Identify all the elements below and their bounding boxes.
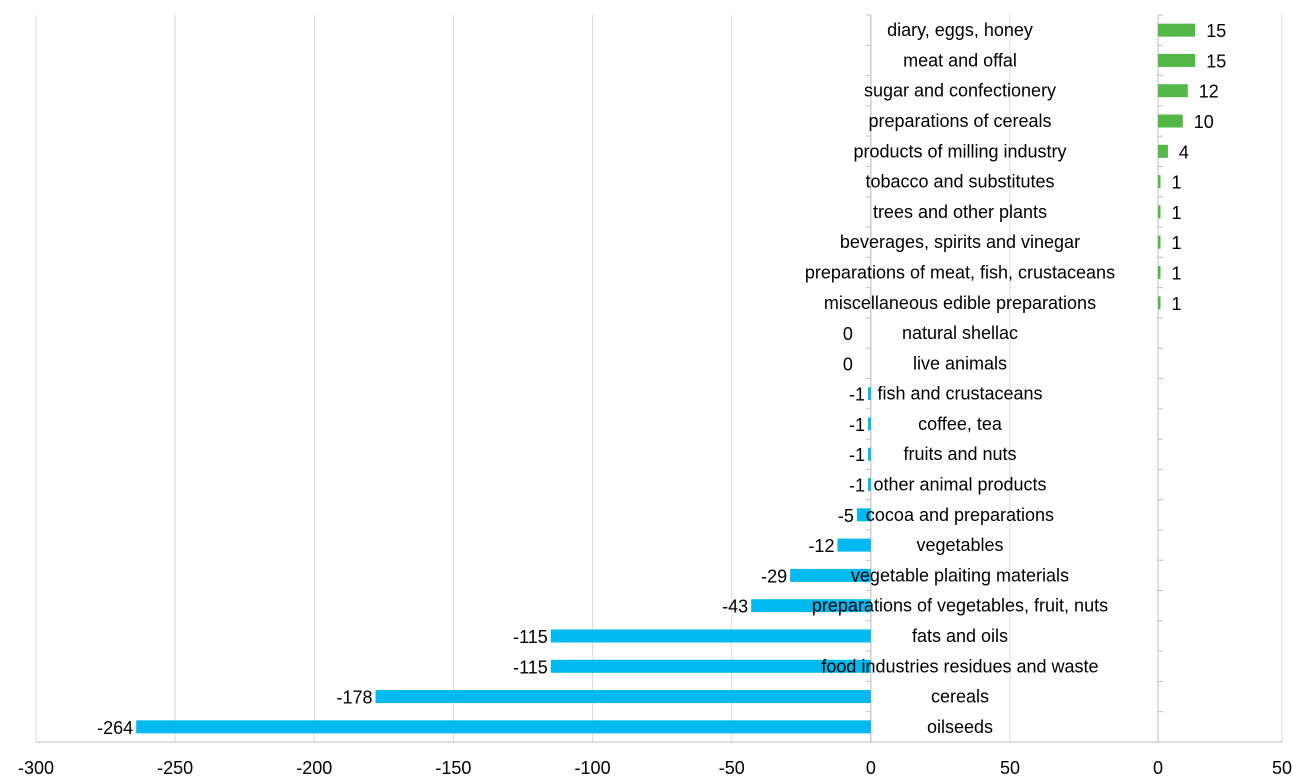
x-tick-label: -200 [296, 758, 332, 778]
category-label: preparations of meat, fish, crustaceans [805, 262, 1115, 282]
bar-positive [1158, 265, 1161, 279]
category-label: meat and offal [903, 50, 1017, 70]
data-label: -43 [722, 597, 748, 617]
category-label: diary, eggs, honey [887, 20, 1033, 40]
data-label: 1 [1171, 294, 1181, 314]
bar-negative [136, 720, 871, 734]
category-label: other animal products [873, 475, 1046, 495]
data-label: -1 [849, 415, 865, 435]
bar-positive [1158, 205, 1161, 219]
x-tick-label: -300 [18, 758, 54, 778]
category-label: cocoa and preparations [866, 505, 1054, 525]
data-label: -115 [513, 627, 548, 647]
category-label: food industries residues and waste [821, 656, 1098, 676]
data-label: 15 [1206, 51, 1226, 71]
data-label: -1 [849, 476, 865, 496]
data-label: 15 [1206, 21, 1226, 41]
category-label: sugar and confectionery [864, 81, 1056, 101]
bar-negative [550, 659, 871, 673]
bar-negative [837, 538, 871, 552]
category-label: fats and oils [912, 626, 1008, 646]
bar-positive [1158, 235, 1161, 249]
bar-positive [1158, 144, 1168, 158]
category-label: trees and other plants [873, 202, 1047, 222]
data-label: -178 [336, 688, 372, 708]
bar-negative [375, 690, 871, 704]
data-label: 1 [1171, 263, 1181, 283]
x-tick-label: -250 [157, 758, 193, 778]
data-label: -29 [761, 566, 787, 586]
bars [136, 23, 1196, 734]
x-tick-label-positive: 50 [1272, 758, 1292, 778]
category-label: preparations of cereals [868, 111, 1051, 131]
data-label: -12 [808, 536, 834, 556]
category-label: products of milling industry [853, 141, 1066, 161]
bar-negative [868, 387, 871, 401]
category-label: beverages, spirits and vinegar [840, 232, 1080, 252]
category-label: live animals [913, 353, 1007, 373]
category-label: tobacco and substitutes [865, 172, 1054, 192]
x-tick-label: -150 [435, 758, 471, 778]
category-label: preparations of vegetables, fruit, nuts [812, 596, 1108, 616]
bar-positive [1158, 53, 1196, 67]
bar-positive [1158, 23, 1196, 37]
category-label: natural shellac [902, 323, 1018, 343]
category-label: vegetables [916, 535, 1003, 555]
data-label: 1 [1171, 233, 1181, 253]
category-label: vegetable plaiting materials [851, 565, 1069, 585]
data-label: -115 [513, 657, 548, 677]
x-tick-label-positive: 0 [1153, 758, 1163, 778]
data-label: 0 [843, 324, 853, 344]
x-tick-label: -100 [575, 758, 611, 778]
bar-negative [790, 568, 871, 582]
bar-positive [1158, 84, 1188, 98]
bar-negative [868, 478, 871, 492]
data-label: 0 [843, 354, 853, 374]
category-label: miscellaneous edible preparations [824, 293, 1096, 313]
bar-negative [550, 629, 871, 643]
bar-negative [856, 508, 871, 522]
data-label: 1 [1171, 173, 1181, 193]
bar-negative [868, 417, 871, 431]
category-label: coffee, tea [918, 414, 1003, 434]
x-tick-label: 50 [1000, 758, 1020, 778]
axes [36, 14, 1282, 743]
bar-negative [751, 599, 871, 613]
data-label: -1 [849, 385, 865, 405]
data-label: -264 [97, 718, 133, 738]
category-label: cereals [931, 687, 989, 707]
data-label: -1 [849, 445, 865, 465]
category-label: fish and crustaceans [877, 384, 1042, 404]
bar-positive [1158, 114, 1183, 128]
data-label: 1 [1171, 203, 1181, 223]
category-label: oilseeds [927, 717, 993, 737]
x-tick-label: -50 [719, 758, 745, 778]
bar-positive [1158, 296, 1161, 310]
data-label: 10 [1194, 112, 1214, 132]
data-label: 4 [1179, 142, 1189, 162]
x-tick-label: 0 [866, 758, 876, 778]
data-label: 12 [1199, 82, 1219, 102]
data-label: -5 [838, 506, 854, 526]
bar-positive [1158, 175, 1161, 189]
category-label: fruits and nuts [903, 444, 1016, 464]
bar-negative [868, 447, 871, 461]
